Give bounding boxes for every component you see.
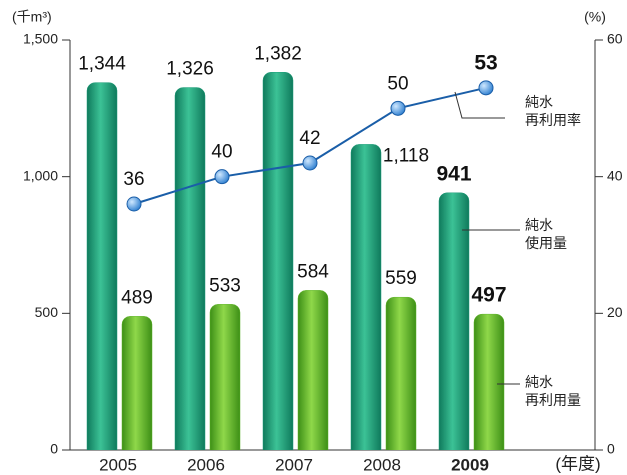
series-label-line: 純水 [525, 94, 553, 110]
x-tick-label: 2008 [363, 455, 401, 474]
value-label: 40 [211, 142, 232, 163]
bar [121, 316, 153, 450]
marker [478, 80, 494, 96]
series-label-line: 再利用量 [525, 392, 581, 408]
series-label: 純水再利用量 [525, 374, 581, 408]
bar [174, 87, 206, 450]
value-label: 42 [299, 128, 320, 149]
y-axis-label: (千m³) [12, 9, 52, 25]
value-label: 559 [385, 268, 417, 289]
value-label: 941 [436, 162, 471, 185]
bar [209, 304, 241, 450]
bar [262, 72, 294, 450]
bar [438, 192, 470, 450]
y-tick-label: 1,000 [23, 167, 58, 183]
value-label: 584 [297, 261, 329, 282]
bar [473, 313, 505, 450]
value-label: 489 [121, 287, 153, 308]
y2-tick-label: 60 [607, 31, 623, 47]
bar [385, 296, 417, 450]
bar [350, 144, 382, 450]
x-tick-label: 2006 [187, 455, 225, 474]
series-label-line: 使用量 [525, 235, 567, 251]
value-label: 533 [209, 275, 241, 296]
value-label: 1,382 [254, 43, 302, 64]
y-tick-label: 1,500 [23, 31, 58, 47]
marker [126, 196, 142, 212]
y2-tick-label: 20 [607, 304, 623, 320]
bar [297, 290, 329, 450]
y2-axis-label: (%) [584, 9, 606, 25]
value-label: 1,326 [166, 59, 214, 80]
x-tick-label: 2005 [99, 455, 137, 474]
value-label: 1,344 [78, 54, 126, 75]
marker [302, 155, 318, 171]
value-label: 50 [387, 73, 408, 94]
series-label: 純水再利用率 [525, 94, 581, 128]
marker [214, 169, 230, 185]
bar [86, 82, 118, 450]
value-label: 497 [471, 284, 506, 307]
series-label-line: 純水 [525, 217, 553, 233]
x-axis-label: (年度) [555, 454, 600, 473]
y-tick-label: 0 [50, 441, 58, 457]
y2-tick-label: 40 [607, 167, 623, 183]
value-label: 36 [123, 169, 144, 190]
y2-tick-label: 0 [607, 441, 615, 457]
y-tick-label: 500 [35, 304, 59, 320]
x-tick-label: 2007 [275, 455, 313, 474]
leader-line [454, 91, 505, 119]
series-label-line: 再利用率 [525, 112, 581, 128]
x-tick-label: 2009 [451, 455, 489, 474]
value-label: 1,118 [383, 145, 429, 166]
series-label: 純水使用量 [525, 217, 567, 251]
bars [86, 72, 505, 450]
marker [390, 100, 406, 116]
value-label: 53 [474, 51, 497, 74]
series-label-line: 純水 [525, 374, 553, 390]
